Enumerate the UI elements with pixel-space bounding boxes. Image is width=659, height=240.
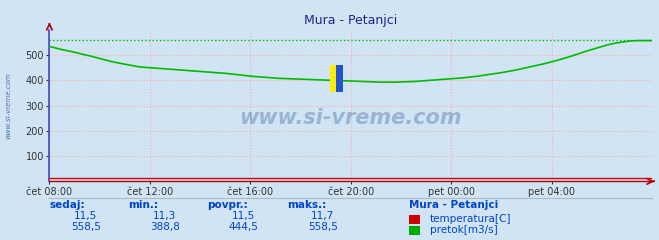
Text: www.si-vreme.com: www.si-vreme.com — [240, 108, 462, 128]
Text: pretok[m3/s]: pretok[m3/s] — [430, 225, 498, 235]
Text: 558,5: 558,5 — [71, 222, 101, 232]
Polygon shape — [330, 65, 337, 92]
Text: 444,5: 444,5 — [229, 222, 259, 232]
Text: povpr.:: povpr.: — [208, 200, 248, 210]
Text: 11,5: 11,5 — [232, 211, 256, 221]
Text: 11,3: 11,3 — [153, 211, 177, 221]
Text: 11,5: 11,5 — [74, 211, 98, 221]
Text: 388,8: 388,8 — [150, 222, 180, 232]
Text: temperatura[C]: temperatura[C] — [430, 214, 511, 224]
Text: min.:: min.: — [129, 200, 159, 210]
Text: 558,5: 558,5 — [308, 222, 338, 232]
Text: sedaj:: sedaj: — [49, 200, 85, 210]
Polygon shape — [336, 65, 343, 92]
Text: Mura - Petanjci: Mura - Petanjci — [409, 200, 498, 210]
Text: www.si-vreme.com: www.si-vreme.com — [5, 72, 11, 139]
Text: 11,7: 11,7 — [311, 211, 335, 221]
Text: maks.:: maks.: — [287, 200, 326, 210]
Title: Mura - Petanjci: Mura - Petanjci — [304, 14, 397, 27]
